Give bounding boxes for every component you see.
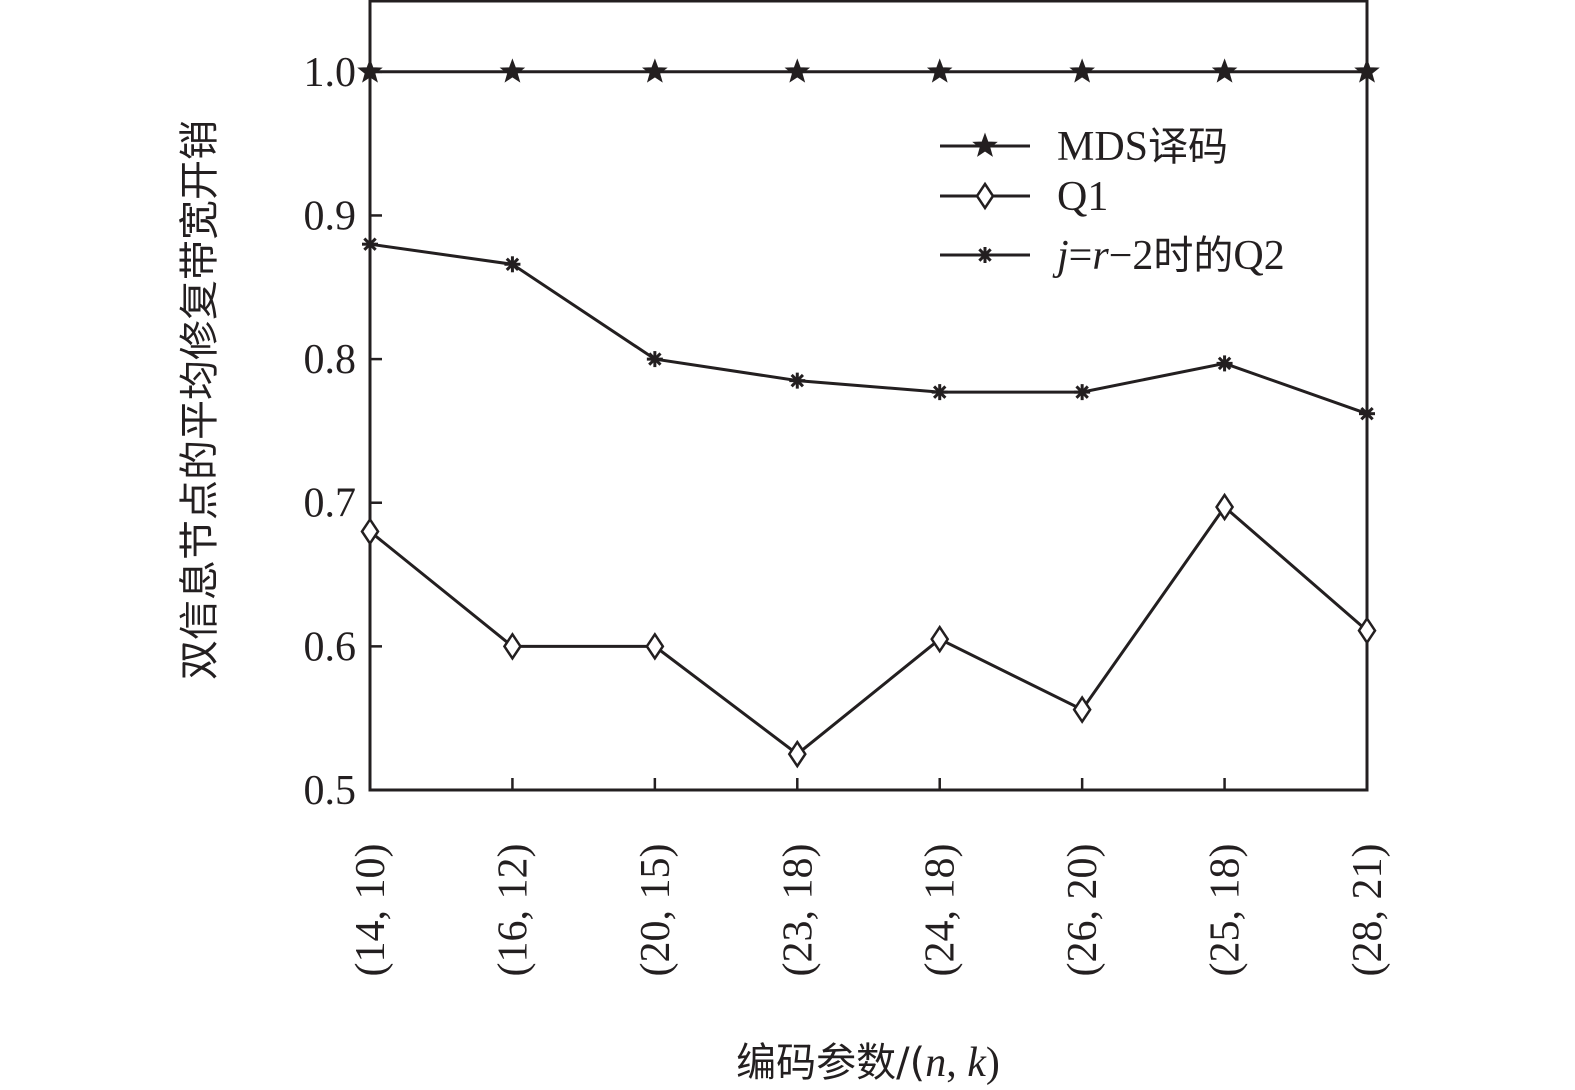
x-tick-label: (20, 15) <box>633 844 679 977</box>
y-tick-label: 0.7 <box>304 481 357 527</box>
data-point-q2 <box>789 372 806 389</box>
data-point-mds <box>357 58 383 83</box>
x-tick-label: (28, 21) <box>1345 844 1391 977</box>
data-point-q2 <box>504 256 521 273</box>
data-point-mds <box>1069 58 1095 83</box>
data-point-mds <box>784 58 811 83</box>
series-mds <box>357 58 1380 83</box>
data-point-q1 <box>502 632 522 661</box>
y-axis: 0.5 0.6 0.7 0.8 0.9 1.0 <box>304 50 382 814</box>
legend-item-mds: MDS译码 <box>940 124 1228 170</box>
legend-item-q1: Q1 <box>940 174 1108 220</box>
y-axis-title: 双信息节点的平均修复带宽开销 <box>177 120 223 680</box>
x-tick-label: (16, 12) <box>490 844 536 977</box>
series-line-q1 <box>369 504 1368 757</box>
x-axis-title: 编码参数/(n, k) <box>736 1040 1000 1086</box>
data-point-mds <box>499 58 526 83</box>
x-tick-label: (14, 10) <box>348 844 394 977</box>
y-tick-label: 0.9 <box>304 193 357 239</box>
series-q2 <box>362 236 1375 422</box>
data-point-q1 <box>1072 695 1092 724</box>
legend-marker <box>972 132 998 157</box>
y-tick-label: 1.0 <box>304 50 357 96</box>
series-q1 <box>360 492 1377 769</box>
x-axis: (14, 10) (16, 12) (20, 15) (23, 18) (24, 18)… <box>348 778 1391 976</box>
legend-marker <box>977 247 993 263</box>
series-line-q2 <box>369 242 1368 416</box>
data-point-q1 <box>1215 492 1235 522</box>
data-point-q1 <box>360 517 380 546</box>
data-point-q2 <box>362 236 378 253</box>
x-tick-label: (25, 18) <box>1203 844 1249 977</box>
data-point-q2 <box>1074 384 1091 401</box>
y-tick-label: 0.5 <box>304 768 357 814</box>
y-tick-label: 0.8 <box>304 337 357 383</box>
data-point-q1 <box>1357 616 1377 645</box>
data-point-mds <box>1211 58 1238 83</box>
data-point-q2 <box>931 384 948 401</box>
data-point-mds <box>642 58 668 83</box>
plot-border <box>368 0 1369 792</box>
data-point-q1 <box>930 624 950 654</box>
data-point-q1 <box>645 632 665 661</box>
data-point-mds <box>926 58 953 83</box>
legend-marker <box>975 181 995 211</box>
data-point-q2 <box>646 351 663 368</box>
x-tick-label: (24, 18) <box>918 844 964 977</box>
legend-label: MDS译码 <box>1057 124 1228 170</box>
data-point-q1 <box>787 739 807 769</box>
data-point-mds <box>1354 58 1380 83</box>
plot-frame <box>368 0 1369 792</box>
legend-label: j=r−2时的Q2 <box>1052 233 1285 279</box>
data-point-q2 <box>1216 355 1233 372</box>
series-group <box>357 58 1380 769</box>
x-tick-label: (23, 18) <box>775 844 821 977</box>
legend-item-q2: j=r−2时的Q2 <box>940 233 1285 279</box>
data-point-q2 <box>1359 405 1375 422</box>
legend-label: Q1 <box>1057 174 1108 220</box>
x-tick-label: (26, 20) <box>1060 844 1106 977</box>
y-tick-label: 0.6 <box>304 624 357 670</box>
